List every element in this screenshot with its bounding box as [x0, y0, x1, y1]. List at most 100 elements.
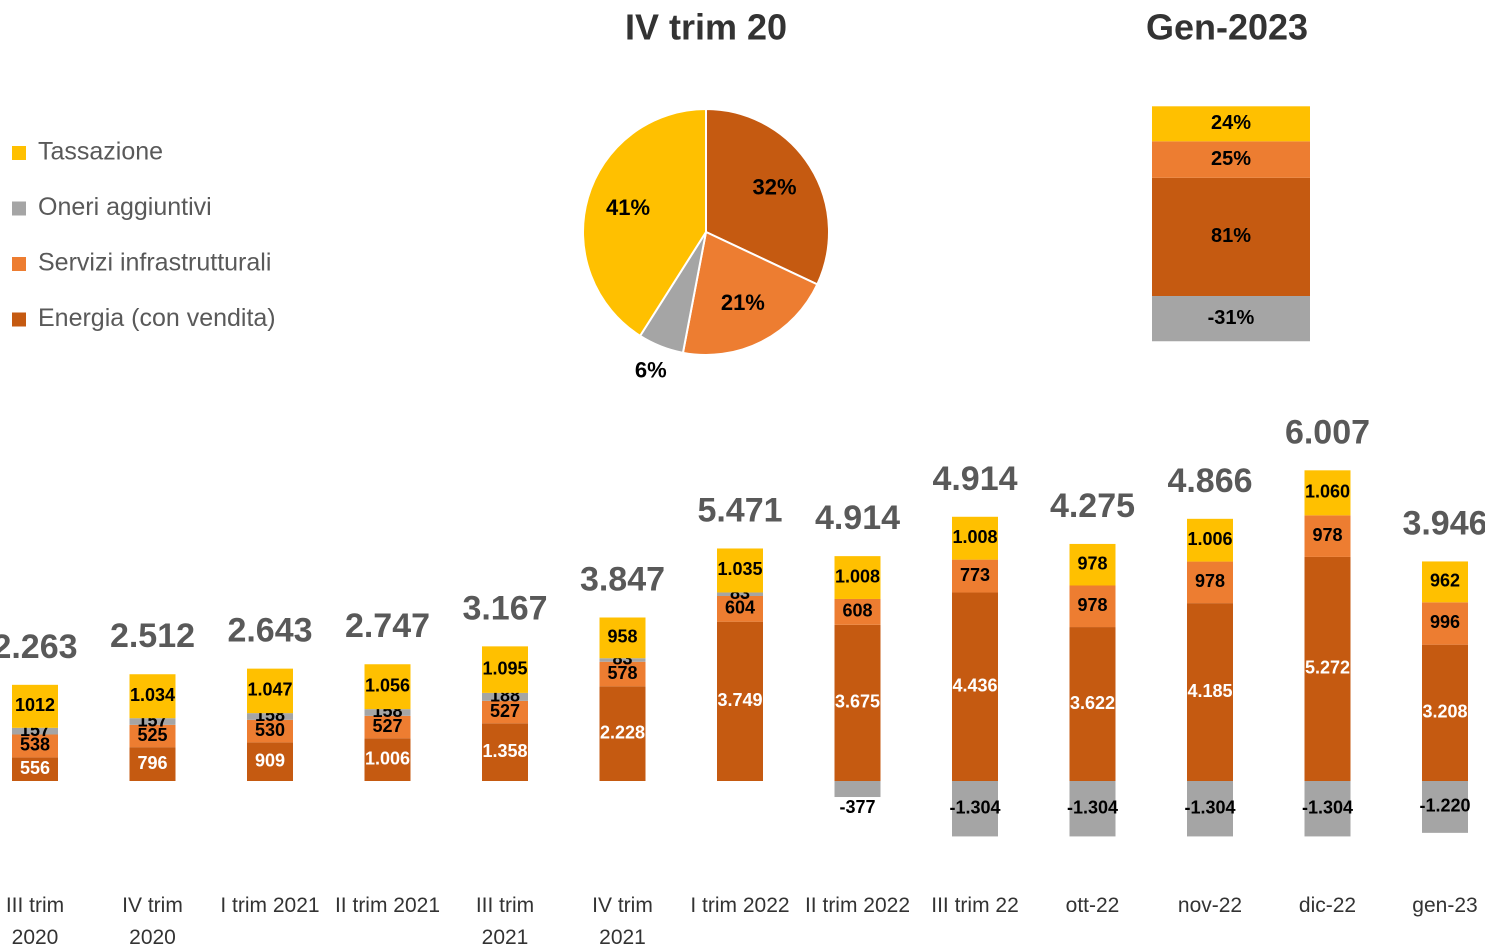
value-label: 604 [725, 598, 755, 618]
bar-segment [717, 595, 763, 622]
total-label: 4.866 [1167, 462, 1252, 500]
value-label: 81% [1211, 225, 1251, 247]
value-label: 1.006 [365, 748, 410, 768]
bar-segment [12, 684, 58, 728]
value-label: 556 [20, 758, 50, 778]
total-label: 4.914 [932, 460, 1017, 498]
x-tick-label: II trim 2021 [334, 894, 441, 917]
value-label: 1.008 [835, 566, 880, 586]
legend-swatch [12, 146, 26, 160]
value-label: 3.622 [1070, 693, 1115, 713]
value-label: 3.749 [717, 690, 762, 710]
total-label: 2.512 [110, 617, 195, 655]
x-tick-label: IV trim 2021 [592, 894, 653, 949]
value-label: 773 [960, 565, 990, 585]
bar-segment [247, 668, 293, 714]
total-label: 2.643 [227, 612, 312, 650]
legend-label: Servizi infrastrutturali [38, 249, 271, 277]
bar-segment [364, 715, 411, 739]
legend-label: Energia (con vendita) [38, 304, 276, 332]
value-label: 958 [607, 627, 637, 647]
value-label: 1.056 [365, 675, 410, 695]
value-label: -1.220 [1419, 796, 1470, 816]
value-label: 978 [1077, 553, 1107, 573]
value-label: 1.095 [482, 658, 527, 678]
value-label: 978 [1312, 525, 1342, 545]
value-label: 962 [1430, 571, 1460, 591]
bar-segment [1304, 470, 1351, 516]
x-tick-label: gen-23 [1412, 894, 1478, 917]
value-label: -1.304 [1184, 797, 1235, 817]
total-label: 6.007 [1285, 413, 1370, 451]
bar-segment [1152, 177, 1310, 297]
bar-segment [1187, 518, 1233, 562]
value-label: 530 [255, 720, 285, 740]
bar-segment [247, 719, 293, 743]
total-label: 5.471 [697, 491, 782, 529]
bar-segment [599, 617, 646, 659]
bar-segment [834, 624, 881, 781]
bar-segment [1422, 602, 1468, 645]
x-tick-label: III trim 2021 [475, 894, 535, 949]
bar-segment [129, 674, 176, 719]
value-label: 527 [490, 701, 520, 721]
value-label: 24% [1211, 112, 1251, 134]
bar-segment [364, 738, 411, 781]
bar-segment [717, 621, 763, 781]
bar-segment [599, 661, 646, 687]
bar-segment [1069, 543, 1116, 586]
value-label: 5.272 [1305, 658, 1350, 678]
pie-title: IV trim 20 [625, 7, 787, 48]
value-label: 2.228 [600, 722, 645, 742]
x-tick-label: ott-22 [1065, 894, 1120, 917]
x-tick-label: IV trim 2020 [122, 894, 183, 949]
pie-slice [681, 230, 819, 356]
total-label: 4.914 [815, 499, 900, 537]
bar-segment [129, 747, 176, 781]
pie-slice [582, 107, 707, 338]
legend-swatch [12, 201, 26, 216]
bar-segment [129, 724, 176, 748]
value-label: 978 [1195, 571, 1225, 591]
value-label: 4.185 [1187, 681, 1232, 701]
total-label: 3.167 [462, 589, 547, 627]
bar-segment [952, 516, 998, 560]
value-label: 796 [137, 753, 167, 773]
bar-segment [482, 692, 528, 701]
bar-segment [12, 734, 58, 758]
bar-segment [12, 757, 58, 781]
bar-title: Gen-2023 [1146, 7, 1308, 48]
bar-segment [364, 664, 411, 710]
value-label: 4.436 [952, 675, 997, 695]
bar-segment [1187, 561, 1233, 604]
bar-segment [1422, 644, 1468, 781]
value-label: 525 [137, 725, 167, 745]
bar-segment [1152, 106, 1310, 142]
total-label: 3.847 [580, 560, 665, 598]
value-label: -1.304 [949, 797, 1000, 817]
bar-segment [1422, 781, 1468, 833]
value-label: 1.060 [1305, 482, 1350, 502]
value-label: 1.358 [482, 741, 527, 761]
bar-segment [717, 592, 763, 596]
x-tick-label: I trim 2022 [690, 894, 790, 917]
bar-segment [482, 723, 528, 781]
bar-segment [599, 658, 646, 662]
value-label: 3.208 [1422, 702, 1467, 722]
bar-segment [834, 781, 881, 798]
value-label: 1.034 [130, 685, 175, 705]
x-tick-label: II trim 2022 [804, 894, 911, 917]
bar-segment [1069, 627, 1116, 781]
bar-segment [1422, 561, 1468, 603]
total-label: 4.275 [1050, 487, 1135, 525]
pie-slice [705, 107, 830, 286]
bar-segment [1069, 585, 1116, 628]
bar-segment [952, 592, 998, 781]
bar-segment [1304, 515, 1351, 557]
x-tick-label: nov-22 [1177, 894, 1243, 917]
bar-segment [599, 686, 646, 781]
bar-segment [834, 556, 881, 599]
value-label: 527 [372, 716, 402, 736]
legend-swatch [12, 312, 26, 327]
